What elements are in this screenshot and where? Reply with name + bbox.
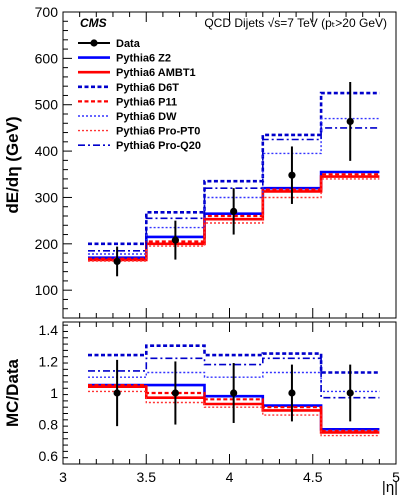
x-axis-title: |η| (382, 479, 398, 496)
legend-label: Pythia6 Z2 (116, 53, 171, 65)
x-tick-label: 4.5 (303, 469, 323, 485)
y-tick-label: 700 (35, 4, 59, 20)
lower-y-axis-title: MC/Data (3, 358, 22, 427)
header-label: QCD Dijets √s=7 TeV (pₜ>20 GeV) (204, 16, 387, 30)
legend-label: Pythia6 P11 (116, 96, 177, 108)
upper-data-points (113, 82, 354, 277)
x-tick-label: 4 (226, 469, 234, 485)
lower-panel: 0.6 0.8 1 1.2 1.4 MC/Data 3 3.5 4 4.5 5|η| (3, 321, 400, 496)
legend-entry: Pythia6 Pro-Q20 (78, 140, 201, 152)
y-tick-label: 300 (35, 189, 59, 205)
annotations: CMS QCD Dijets √s=7 TeV (pₜ>20 GeV) (80, 16, 387, 30)
y-tick-label: 1.2 (39, 353, 59, 369)
data-point (171, 389, 179, 397)
y-tick-label: 100 (35, 282, 59, 298)
data-point (346, 117, 354, 126)
data-point (113, 389, 121, 397)
legend-label: Pythia6 Pro-PT0 (116, 126, 200, 138)
x-tick-label: 3.5 (137, 469, 157, 485)
data-point (288, 389, 296, 397)
legend-entry: Pythia6 Pro-PT0 (78, 126, 200, 138)
upper-y-axis: 100 200 300 400 500 600 700 dE/dη (GeV) (3, 4, 72, 319)
data-point (230, 389, 238, 397)
experiment-label: CMS (80, 16, 107, 30)
y-tick-label: 0.6 (39, 448, 59, 464)
legend-label: Pythia6 AMBT1 (116, 67, 196, 79)
series-6-line (88, 357, 380, 399)
legend-label: Pythia6 Pro-Q20 (116, 140, 201, 152)
x-tick-label: 3 (59, 469, 67, 485)
legend-label: Pythia6 D6T (116, 82, 179, 94)
y-tick-label: 1.4 (39, 322, 59, 338)
y-tick-label: 200 (35, 236, 59, 252)
data-point (288, 171, 296, 179)
y-tick-label: 1 (50, 385, 58, 401)
data-point (346, 389, 354, 397)
upper-y-axis-title: dE/dη (GeV) (3, 116, 22, 213)
data-point (171, 236, 179, 244)
legend-entry: Pythia6 P11 (78, 96, 177, 108)
legend-label: Data (116, 38, 141, 50)
upper-x-axis (62, 12, 397, 318)
y-tick-label: 0.8 (39, 417, 59, 433)
legend-entry: Pythia6 AMBT1 (78, 67, 196, 79)
legend-entry: Pythia6 D6T (78, 82, 179, 94)
data-point (230, 207, 238, 215)
data-point (113, 257, 121, 266)
series-6-line (88, 127, 380, 252)
y-tick-label: 500 (35, 97, 59, 113)
series-5-line (88, 178, 380, 262)
lower-y-axis: 0.6 0.8 1 1.2 1.4 MC/Data (3, 322, 68, 465)
legend: Data Pythia6 Z2 Pythia6 AMBT1 Pythia6 D6T Py… (78, 38, 201, 152)
legend-label: Pythia6 DW (116, 111, 177, 123)
upper-panel: 100 200 300 400 500 600 700 dE/dη (GeV) (3, 4, 397, 319)
legend-marker (90, 39, 98, 47)
lower-data-points (113, 359, 354, 427)
legend-entry: Data (78, 38, 141, 50)
legend-entry: Pythia6 Z2 (78, 53, 171, 65)
lower-x-axis: 3 3.5 4 4.5 5|η| (59, 322, 400, 496)
series-2-line (88, 344, 380, 374)
y-tick-label: 600 (35, 50, 59, 66)
legend-entry: Pythia6 DW (78, 111, 177, 123)
x-tick-label: 5 (392, 469, 400, 485)
y-tick-label: 400 (35, 143, 59, 159)
